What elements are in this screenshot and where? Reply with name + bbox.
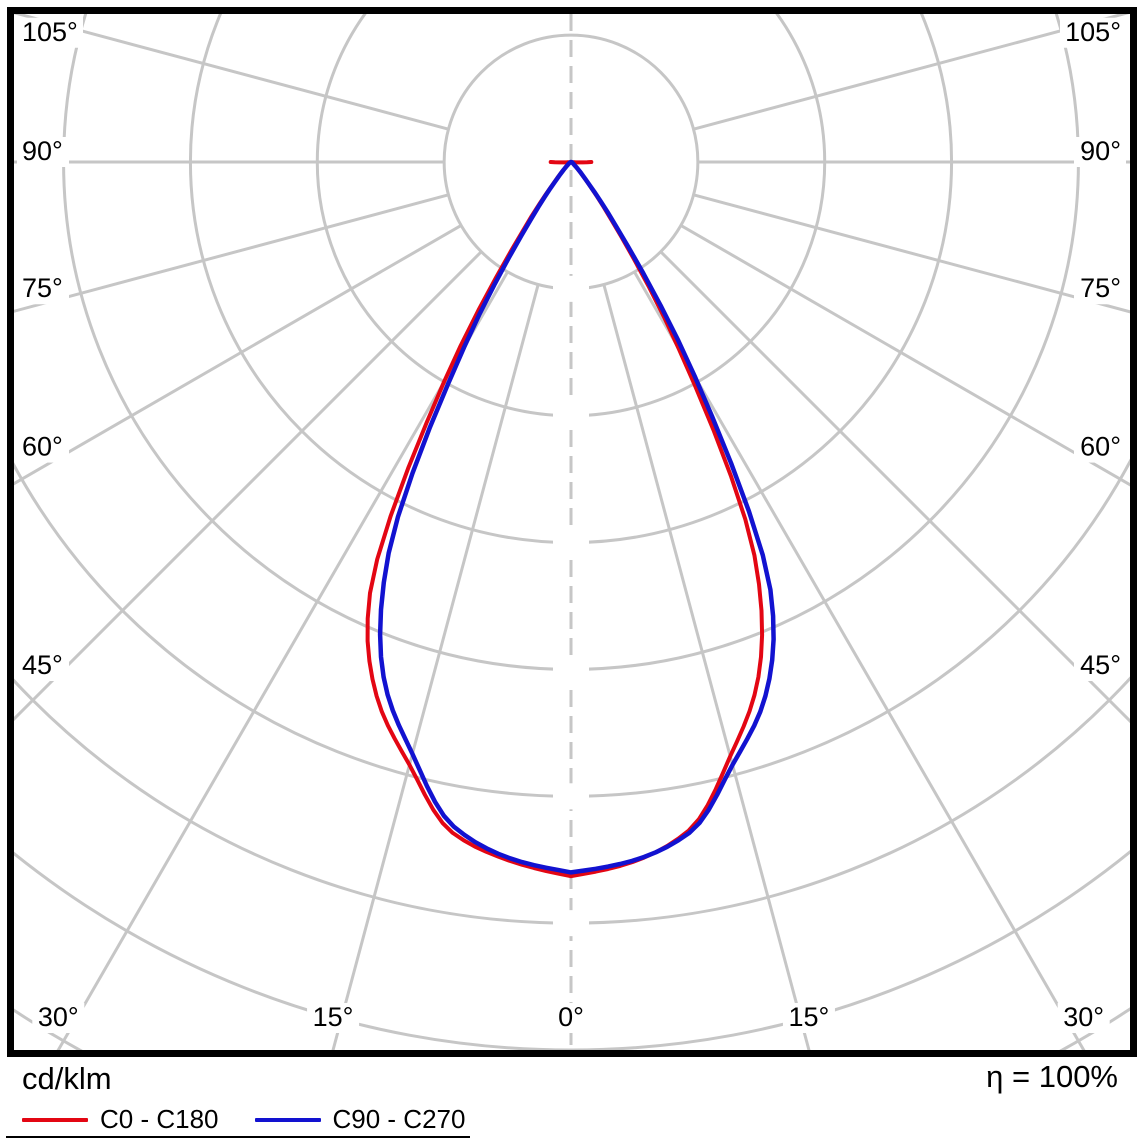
legend-swatch-c90-c270 [254,1117,321,1122]
angle-label: 15° [313,1002,354,1032]
angle-label: 60° [1080,432,1121,462]
curve-c90-c270 [377,159,776,875]
angle-label: 105° [1065,17,1121,47]
angle-label: 75° [1080,273,1121,303]
legend-item-c0-c180: C0 - C180 [22,1104,219,1135]
angle-label: 0° [558,1002,584,1032]
angle-label: 45° [1080,650,1121,680]
unit-label: cd/klm [22,1061,112,1096]
angle-label: 105° [22,17,78,47]
axis-tick-gap [553,402,589,429]
legend-label-c0-c180: C0 - C180 [100,1104,219,1134]
angle-label: 90° [1080,136,1121,166]
angle-labels: 0° 15° 15° 30° 30° 45° 45° 60° 60° 75° 75° 90° 90° 10… [17,17,1126,1033]
intensity-curves [365,159,776,879]
angle-label: 90° [22,136,63,166]
axis-tick-gap [553,910,589,937]
plot-border [7,7,1137,1057]
legend-label-c90-c270: C90 - C270 [332,1104,466,1134]
legend-divider-rule [6,1136,470,1138]
efficiency-label: η = 100% [986,1059,1118,1094]
axis-tick-gap [553,529,589,556]
angle-label: 60° [22,432,63,462]
angle-label: 15° [789,1002,830,1032]
axis-tick-gap [553,275,589,302]
angle-label: 30° [1063,1002,1104,1032]
legend-swatch-c0-c180 [22,1117,88,1122]
legend: C0 - C180 C90 - C270 [22,1104,501,1135]
angle-label: 75° [22,273,63,303]
angle-label: 30° [38,1002,79,1032]
axis-tick-gap [553,783,589,810]
angle-label: 45° [22,650,63,680]
legend-item-c90-c270: C90 - C270 [254,1104,466,1135]
axis-tick-gap [553,656,589,683]
